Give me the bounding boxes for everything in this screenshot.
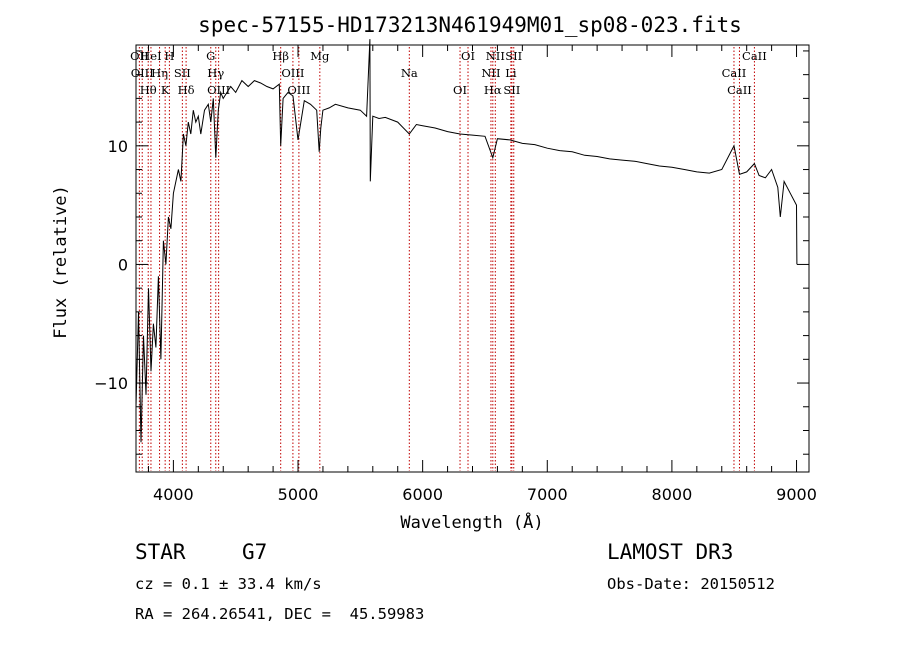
line-label: Na <box>401 66 418 80</box>
line-label: SII <box>505 49 522 63</box>
x-tick-label: 6000 <box>402 485 443 504</box>
line-label: G <box>206 49 215 63</box>
line-labels: OIIOIIIHθHeIHηKHSIIHδGHγOIIIHβOIIIOIIIMg… <box>130 49 767 97</box>
spectrum-line <box>135 39 798 443</box>
x-tick-label: 9000 <box>776 485 817 504</box>
line-label: SII <box>503 83 520 97</box>
x-tick-label: 8000 <box>652 485 693 504</box>
y-axis-ticks: −10 0 10 <box>94 50 809 455</box>
y-tick-label: −10 <box>94 374 128 393</box>
chart-title: spec-57155-HD173213N461949M01_sp08-023.f… <box>198 13 742 37</box>
x-tick-label: 4000 <box>153 485 194 504</box>
line-markers <box>138 47 755 471</box>
line-label: Hα <box>484 83 502 97</box>
line-label: Hγ <box>207 66 224 80</box>
plot-frame <box>135 44 810 473</box>
line-label: Hθ <box>140 83 157 97</box>
line-label: OIII <box>207 83 230 97</box>
survey-name: LAMOST DR3 <box>607 540 734 564</box>
y-axis-label: Flux (relative) <box>51 185 71 339</box>
x-axis-ticks: 4000 5000 6000 7000 8000 9000 <box>147 45 817 504</box>
line-label: CaII <box>742 49 767 63</box>
line-label: Mg <box>310 49 330 63</box>
line-label: NII <box>481 66 500 80</box>
x-tick-label: 7000 <box>527 485 568 504</box>
x-axis-label: Wavelength (Å) <box>400 511 543 533</box>
object-subclass: G7 <box>242 540 268 564</box>
line-label: HeI <box>140 49 161 63</box>
y-tick-label: 10 <box>108 137 128 156</box>
line-label: K <box>161 83 170 97</box>
line-label: OII <box>130 49 149 63</box>
line-label: OIII <box>281 66 304 80</box>
line-label: SII <box>174 66 191 80</box>
line-label: Hη <box>151 66 168 80</box>
line-label: OI <box>453 83 467 97</box>
obs-date-text: Obs-Date: 20150512 <box>607 575 775 593</box>
line-label: NII <box>486 49 505 63</box>
line-label: OI <box>461 49 475 63</box>
line-label: H <box>164 49 174 63</box>
redshift-text: cz = 0.1 ± 33.4 km/s <box>135 575 322 593</box>
line-label: CaII <box>727 83 752 97</box>
line-label: OIII <box>287 83 310 97</box>
x-tick-label: 5000 <box>278 485 319 504</box>
y-tick-label: 0 <box>118 255 128 274</box>
line-label: Hδ <box>178 83 195 97</box>
coordinates-text: RA = 264.26541, DEC = 45.59983 <box>135 605 425 623</box>
object-class: STAR <box>135 540 186 564</box>
line-label: Hβ <box>272 49 289 63</box>
line-label: Li <box>505 66 517 80</box>
line-label: CaII <box>722 66 747 80</box>
